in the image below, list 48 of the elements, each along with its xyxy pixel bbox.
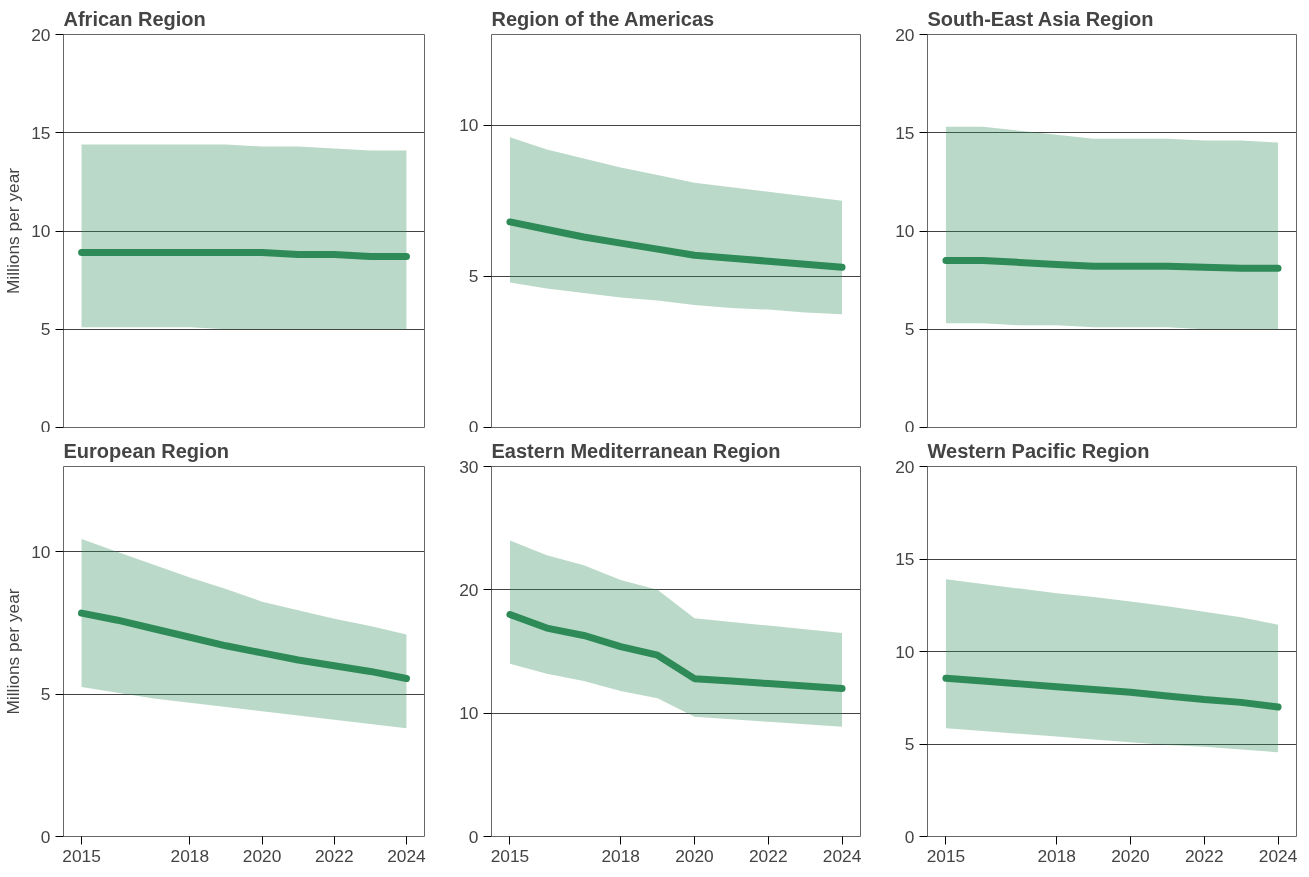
y-tick-label: 10: [895, 221, 915, 241]
y-tick-label: 20: [895, 456, 915, 477]
y-tick-label: 20: [31, 24, 51, 45]
chart-title: African Region: [63, 7, 206, 30]
x-tick-label: 2015: [490, 845, 530, 866]
x-tick-label: 2022: [314, 845, 354, 866]
y-tick-label: 0: [468, 416, 479, 437]
y-tick-label: 0: [904, 826, 915, 847]
x-tick-label: 2020: [242, 845, 282, 866]
x-tick-label: 2015: [62, 845, 101, 866]
y-tick-label: 20: [459, 579, 479, 600]
y-tick-label: 10: [459, 703, 479, 724]
chart-title: Eastern Mediterranean Region: [491, 439, 781, 462]
y-tick-label: 10: [31, 541, 51, 562]
chart-title: Region of the Americas: [491, 7, 715, 30]
y-tick-label: 30: [459, 456, 479, 477]
y-tick-label: 20: [895, 24, 915, 45]
y-tick-label: 15: [31, 122, 51, 143]
chart-title: European Region: [63, 439, 230, 462]
x-tick-label: 2024: [1258, 845, 1298, 866]
chart-title: South-East Asia Region: [927, 7, 1154, 30]
x-tick-label: 2022: [748, 845, 788, 866]
y-tick-label: 0: [40, 826, 51, 847]
y-tick-label: 10: [895, 641, 915, 662]
x-tick-label: 2015: [926, 845, 966, 866]
x-tick-label: 2022: [1184, 845, 1224, 866]
x-tick-label: 2024: [387, 845, 427, 866]
y-axis-title: Millions per year: [3, 588, 24, 715]
y-axis-title: Millions per year: [3, 167, 24, 295]
x-tick-label: 2020: [675, 845, 714, 866]
x-tick-label: 2018: [170, 845, 210, 866]
x-tick-label: 2020: [1111, 845, 1150, 866]
y-tick-label: 10: [31, 221, 51, 241]
y-tick-label: 0: [468, 826, 479, 847]
chart-title: Western Pacific Region: [927, 439, 1150, 462]
x-tick-label: 2024: [822, 845, 862, 866]
y-tick-label: 5: [40, 319, 51, 340]
y-tick-label: 15: [895, 549, 915, 569]
x-tick-label: 2018: [601, 845, 640, 866]
y-tick-label: 5: [904, 319, 915, 340]
y-tick-label: 15: [895, 122, 915, 143]
y-tick-label: 5: [40, 684, 51, 705]
x-tick-label: 2018: [1037, 845, 1076, 866]
y-tick-label: 10: [459, 115, 479, 136]
y-tick-label: 5: [468, 266, 479, 287]
y-tick-label: 5: [904, 734, 915, 754]
y-tick-label: 0: [904, 416, 915, 437]
y-tick-label: 0: [40, 416, 51, 437]
